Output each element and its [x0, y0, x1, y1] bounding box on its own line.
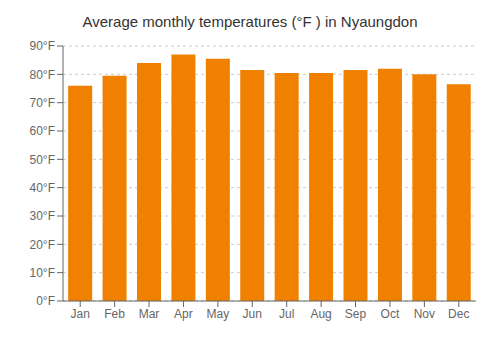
- svg-text:20°F: 20°F: [30, 238, 55, 252]
- svg-text:Dec: Dec: [448, 307, 469, 321]
- svg-text:Jan: Jan: [71, 307, 90, 321]
- svg-text:80°F: 80°F: [30, 68, 55, 82]
- svg-text:40°F: 40°F: [30, 181, 55, 195]
- svg-text:Aug: Aug: [310, 307, 331, 321]
- html-text:Average monthly temperatures (: Average monthly temperatures (°F ) in Ny…: [82, 13, 418, 30]
- svg-text:30°F: 30°F: [30, 209, 55, 223]
- svg-text:60°F: 60°F: [30, 124, 55, 138]
- svg-text:Jul: Jul: [279, 307, 294, 321]
- svg-text:0°F: 0°F: [36, 294, 55, 308]
- svg-text:Feb: Feb: [104, 307, 125, 321]
- svg-text:Mar: Mar: [139, 307, 160, 321]
- svg-text:Oct: Oct: [381, 307, 400, 321]
- svg-text:Sep: Sep: [345, 307, 367, 321]
- svg-text:10°F: 10°F: [30, 266, 55, 280]
- svg-text:70°F: 70°F: [30, 96, 55, 110]
- svg-text:Apr: Apr: [174, 307, 193, 321]
- svg-text:Jun: Jun: [243, 307, 262, 321]
- svg-text:50°F: 50°F: [30, 153, 55, 167]
- svg-text:Nov: Nov: [414, 307, 435, 321]
- svg-text:90°F: 90°F: [30, 39, 55, 53]
- svg-text:May: May: [207, 307, 230, 321]
